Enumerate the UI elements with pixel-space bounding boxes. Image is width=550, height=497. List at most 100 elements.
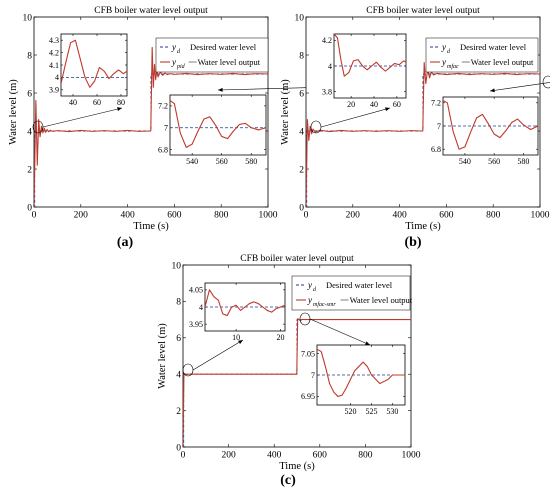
panel-a-ylabel: Water level (m) <box>8 79 19 145</box>
panel-c-inset-1-ytick-label-2: 4.05 <box>189 286 203 295</box>
panel-c-inset-2-arrow-line <box>309 318 371 346</box>
panel-a-inset-1-xtick-label-2: 80 <box>117 98 125 107</box>
panel-b-inset-1-ytick-label-0: 3.8 <box>322 87 332 96</box>
panel-b-inset-2-series-group <box>443 99 538 150</box>
panel-a-ytick-label-1: 2 <box>27 165 32 175</box>
panel-a-ytick-label-3: 6 <box>27 89 32 99</box>
panel-c-inset-2-ytick-label-2: 7.05 <box>301 349 315 358</box>
panel-a-xtick-label-2: 400 <box>120 211 135 221</box>
panel-a-legend-symbol-0: y <box>171 42 176 52</box>
panel-b-inset-2: 540 560 580 6.8 7 7.2 <box>431 75 550 166</box>
panel-b-inset-2-arrow-line <box>489 82 550 92</box>
panel-c-legend-symbol-0: y <box>307 280 312 290</box>
panel-c-inset-1-xtick-label-1: 20 <box>277 333 285 342</box>
panel-c-inset-2-ytick-label-1: 7 <box>311 371 315 380</box>
panel-c-inset-1-arrow-head <box>238 340 243 345</box>
panel-b-legend-symbol-1: y <box>441 57 446 67</box>
panel-b-inset-2-ytick-label-1: 7 <box>437 122 441 131</box>
panel-a-xtick-label-5: 1000 <box>259 211 278 221</box>
panel-b-series-output-line <box>306 62 540 207</box>
panel-a-ytick-label-4: 8 <box>27 51 32 61</box>
panel-a-panel-label: (a) <box>117 235 134 250</box>
panel-a-ytick-label-0: 0 <box>27 203 32 213</box>
panel-c-title: CFB boiler water level output <box>240 254 354 264</box>
panel-c-ylabel: Water level (m) <box>157 323 168 389</box>
panel-b-inset-1-arrow-line <box>320 107 391 128</box>
panel-a-xtick-label-4: 800 <box>214 211 229 221</box>
panel-b-inset-1-arrow-head <box>385 107 390 112</box>
panel-c-xtick-label-4: 800 <box>358 451 373 461</box>
panel-b-xtick-label-4: 800 <box>486 211 501 221</box>
panel-b-inset-1-output-line <box>334 34 406 77</box>
panel-a-title: CFB boiler water level output <box>94 6 208 16</box>
panel-b-inset-2-ytick-label-0: 6.8 <box>431 145 441 154</box>
panel-c-ytick-label-3: 6 <box>176 334 181 344</box>
panel-b-xlabel: Time (s) <box>405 221 441 232</box>
panel-a-inset-1-arrow-line <box>42 107 123 128</box>
panel-a-inset-1-arrow-head <box>117 107 122 111</box>
panel-c-inset-2-arrow-head <box>365 341 370 345</box>
panel-a-inset-2-ytick-label-2: 7.2 <box>158 102 168 111</box>
panel-a-legend-label-1: Water level output <box>198 57 261 67</box>
panel-c-inset-1-xtick-label-0: 10 <box>232 333 240 342</box>
panel-a-inset-2: 540 560 580 6.8 7 7.2 <box>158 75 525 166</box>
panel-a-inset-2-arrow-head <box>218 87 223 92</box>
panel-a-inset-2-axes-frame <box>169 94 267 156</box>
panel-c: 0 200 400 600 800 1000 0 2 4 6 8 10 CFB boiler water… <box>157 254 421 488</box>
panel-c-inset-1-series-group <box>205 289 285 317</box>
panel-c-legend-box <box>291 275 411 311</box>
panel-b-inset-1-ytick-label-1: 4 <box>328 62 332 71</box>
panel-b-inset-1-xtick-label-1: 40 <box>370 100 378 109</box>
panel-b-panel-label: (b) <box>404 235 421 250</box>
panel-b-inset-2-xtick-label-0: 540 <box>459 157 471 166</box>
panel-b-xtick-label-5: 1000 <box>531 211 550 221</box>
panel-b-ytick-label-1: 2 <box>299 165 304 175</box>
panel-a-inset-2-output-line <box>170 100 266 148</box>
panel-b-inset-2-output-line <box>443 99 538 150</box>
panel-c-inset-2-xtick-label-2: 530 <box>386 407 398 416</box>
panel-a-ytick-label-2: 4 <box>27 127 32 137</box>
panel-c-series-group <box>183 318 411 447</box>
panel-b: 0 200 400 600 800 1000 0 2 4 6 8 10 CFB boiler water… <box>280 6 550 250</box>
panel-c-inset-2-ytick-label-0: 6.95 <box>301 392 315 401</box>
panel-b-ytick-label-3: 6 <box>299 89 304 99</box>
panel-a-inset-1-axes-frame <box>60 33 128 97</box>
panel-b-ytick-label-0: 0 <box>299 203 304 213</box>
panel-c-inset-2-series-group <box>317 348 405 397</box>
panel-c-inset-1: 10 20 3.95 4 4.05 <box>182 282 286 377</box>
panel-a-inset-1-ytick-label-1: 4 <box>55 73 59 82</box>
panel-c-inset-2-xtick-label-0: 520 <box>345 407 357 416</box>
panel-a-xlabel: Time (s) <box>133 221 169 232</box>
panel-a-xtick-label-0: 0 <box>32 211 37 221</box>
panel-c-inset-2-output-line <box>317 348 405 397</box>
panel-a-legend-subscript-0: d <box>177 49 181 55</box>
panel-c-xtick-label-2: 400 <box>267 451 282 461</box>
panel-b-legend-subscript-0: d <box>447 49 451 55</box>
panel-a-inset-1-output-line <box>61 39 127 88</box>
panel-c-ytick-label-1: 2 <box>176 407 181 417</box>
panel-b-legend-subscript-1: mfac <box>447 63 459 70</box>
panel-c-xlabel: Time (s) <box>279 461 315 472</box>
panel-c-legend-label-1: Water level output <box>350 295 413 305</box>
panel-a-ytick-label-5: 10 <box>23 13 33 23</box>
panel-a-inset-2-xtick-label-0: 540 <box>186 157 198 166</box>
panel-b-xtick-label-1: 200 <box>346 211 361 221</box>
panel-b-legend-box <box>425 37 539 73</box>
panel-c-inset-1-ytick-label-1: 4 <box>199 303 203 312</box>
panel-c-ytick-label-5: 10 <box>172 261 182 271</box>
panel-b-inset-1: 20 40 60 3.8 4 4.2 <box>310 33 407 134</box>
panel-b-title: CFB boiler water level output <box>366 6 480 16</box>
panel-c-legend-subscript-1: mfac-smr <box>313 301 336 308</box>
panel-a-inset-2-xtick-label-1: 560 <box>216 157 228 166</box>
panel-a-legend-subscript-1: pid <box>176 64 186 70</box>
panel-c-ytick-label-2: 4 <box>176 371 181 381</box>
panel-b-inset-1-series-group <box>334 34 406 77</box>
panel-b-legend-symbol-0: y <box>441 42 446 52</box>
panel-c-legend-subscript-0: d <box>313 287 317 293</box>
panel-a-inset-1-ytick-label-2: 4.1 <box>49 61 59 70</box>
panel-c-legend-symbol-1: y <box>307 295 312 305</box>
panel-c-inset-1-arrow-line <box>192 339 244 371</box>
panel-a-inset-2-ytick-label-0: 6.8 <box>158 145 168 154</box>
panel-a-series-output-line <box>34 46 268 207</box>
